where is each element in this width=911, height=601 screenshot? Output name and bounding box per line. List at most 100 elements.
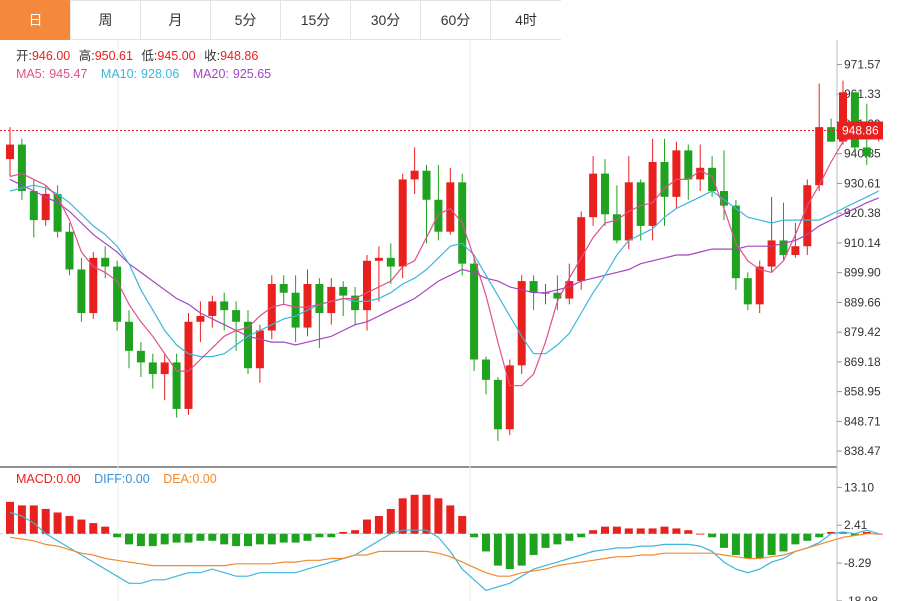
macd-bar-22	[267, 533, 276, 545]
low-label: 低:	[141, 49, 157, 63]
macd-bar-37	[446, 505, 455, 534]
price-tick-label-4: 930.61	[844, 176, 881, 190]
period-tab-bar: 日周月 5分 15分 30分 60分 4时	[0, 0, 911, 40]
macd-bar-33	[398, 498, 407, 534]
diff-line	[9, 511, 879, 592]
price-tick-label-12: 848.71	[844, 414, 881, 428]
tab-0[interactable]: 日	[0, 0, 70, 40]
candle-body-9	[113, 266, 122, 322]
price-tick-label-1: 961.33	[844, 87, 881, 101]
stock-chart: 971.57961.33951.09940.85930.61920.38910.…	[0, 40, 883, 601]
candle-body-2	[29, 191, 38, 221]
close-value: 948.86	[220, 49, 258, 63]
candle-body-18	[220, 301, 229, 311]
candle-body-4	[53, 193, 62, 232]
candle-body-25	[303, 284, 312, 328]
candle-body-64	[767, 240, 776, 267]
macd-bar-27	[327, 533, 336, 538]
macd-bar-35	[422, 494, 431, 534]
macd-bar-63	[755, 533, 764, 559]
macd-bar-55	[660, 526, 669, 534]
macd-bar-11	[136, 533, 145, 547]
macd-bar-72	[862, 531, 871, 534]
price-tick-label-11: 858.95	[844, 385, 881, 399]
macd-bar-58	[696, 533, 705, 535]
tab-4[interactable]: 15分	[280, 0, 350, 40]
macd-bar-30	[363, 519, 371, 534]
candle-body-16	[196, 315, 205, 322]
macd-bar-50	[601, 526, 609, 534]
candle-body-27	[327, 286, 336, 314]
candle-body-46	[553, 292, 562, 299]
macd-bar-21	[255, 533, 264, 545]
macd-bar-0	[6, 501, 14, 534]
dea-label: DEA:	[163, 472, 192, 486]
macd-bar-52	[624, 528, 633, 534]
last-price-marker: 948.86	[0, 121, 883, 140]
macd-bar-46	[553, 533, 562, 545]
candle-body-6	[77, 269, 86, 314]
macd-bar-39	[470, 533, 479, 538]
tab-5[interactable]: 30分	[350, 0, 420, 40]
macd-bar-25	[303, 533, 312, 541]
candle-body-36	[434, 199, 443, 232]
candle-body-48	[577, 217, 586, 282]
tab-2[interactable]: 月	[140, 0, 210, 40]
macd-bar-60	[720, 533, 728, 548]
tab-1[interactable]: 周	[70, 0, 140, 40]
macd-bar-10	[125, 533, 133, 545]
candle-body-59	[708, 167, 717, 192]
candle-body-50	[601, 173, 609, 215]
candle-body-63	[755, 266, 764, 305]
candle-body-55	[660, 162, 669, 197]
macd-bar-57	[684, 530, 693, 534]
macd-bar-13	[160, 533, 169, 545]
candle-body-15	[184, 321, 193, 409]
candle-body-40	[482, 359, 490, 380]
candle-body-23	[279, 284, 288, 293]
candle-body-60	[720, 191, 728, 206]
macd-bar-9	[113, 533, 122, 538]
macd-bar-4	[53, 512, 62, 534]
dea-value: 0.00	[192, 472, 216, 486]
macd-bar-71	[850, 533, 859, 536]
candle-body-65	[779, 240, 788, 255]
tab-7[interactable]: 4时	[490, 0, 561, 40]
candle-body-37	[446, 182, 455, 232]
price-tick-label-0: 971.57	[844, 57, 881, 71]
high-label: 高:	[79, 48, 95, 63]
candle-body-35	[422, 170, 431, 200]
open-label: 开:	[16, 49, 32, 63]
macd-bar-6	[77, 519, 86, 534]
macd-bar-7	[89, 523, 98, 534]
price-tick-label-9: 879.42	[844, 325, 881, 339]
candle-body-28	[339, 286, 348, 296]
macd-tick-label-0: 13.10	[844, 480, 874, 494]
macd-bar-31	[374, 516, 383, 534]
macd-bar-53	[636, 528, 645, 534]
macd-bar-24	[291, 533, 300, 543]
macd-tick-label-1: 2.41	[844, 518, 868, 532]
candle-body-24	[291, 292, 300, 328]
candle-body-56	[672, 150, 681, 197]
candle-body-57	[684, 150, 693, 180]
ma-header: MA5: 945.47 MA10: 928.06 MA20: 925.65	[16, 67, 271, 81]
macd-bar-19	[232, 533, 241, 547]
macd-bar-44	[529, 533, 538, 555]
macd-bar-66	[791, 533, 800, 545]
high-value: 950.61	[95, 49, 133, 63]
macd-bar-14	[172, 533, 181, 543]
candle-body-33	[398, 179, 407, 267]
close-label: 收:	[204, 49, 220, 63]
candle-body-69	[827, 127, 836, 142]
macd-bar-48	[577, 533, 586, 538]
tab-6[interactable]: 60分	[420, 0, 490, 40]
macd-bar-64	[767, 533, 776, 555]
low-value: 945.00	[157, 49, 195, 63]
macd-bar-26	[315, 533, 324, 538]
candle-body-34	[410, 170, 419, 180]
candle-body-8	[101, 257, 110, 267]
candle-body-44	[529, 281, 538, 293]
candle-body-43	[517, 281, 526, 366]
tab-3[interactable]: 5分	[210, 0, 280, 40]
